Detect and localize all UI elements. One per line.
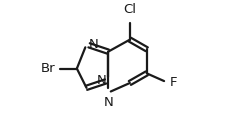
Text: N: N bbox=[103, 96, 112, 109]
Text: Cl: Cl bbox=[123, 3, 136, 16]
Text: F: F bbox=[169, 76, 176, 89]
Text: N: N bbox=[96, 74, 106, 87]
Text: N: N bbox=[88, 38, 98, 51]
Text: Br: Br bbox=[40, 62, 55, 75]
